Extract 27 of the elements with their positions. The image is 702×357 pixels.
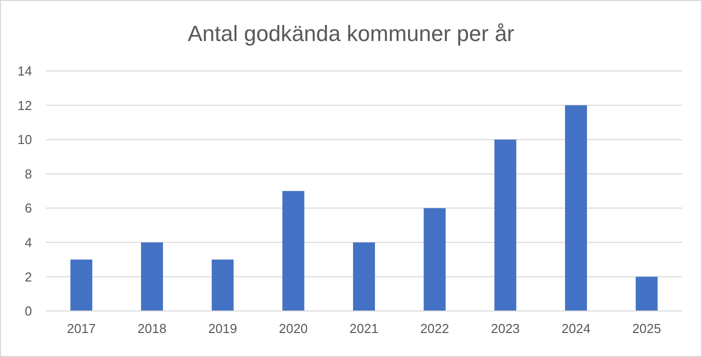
x-tick-label: 2018: [138, 321, 166, 336]
bar: [353, 242, 375, 311]
y-tick-label: 4: [24, 234, 32, 250]
bar: [636, 276, 658, 311]
x-tick-label: 2021: [350, 321, 378, 336]
x-tick-label: 2019: [208, 321, 238, 336]
bar: [494, 140, 516, 311]
x-tick-label: 2025: [632, 321, 662, 336]
y-tick-label: 12: [18, 98, 32, 113]
y-tick-label: 8: [24, 166, 32, 182]
y-tick-label: 14: [18, 64, 32, 79]
bar: [70, 260, 92, 311]
y-tick-label: 10: [18, 132, 32, 148]
bar: [282, 191, 304, 311]
x-tick-label: 2023: [490, 321, 520, 336]
bar: [212, 260, 234, 311]
bar: [141, 242, 163, 311]
x-tick-label: 2020: [278, 321, 308, 336]
x-tick-label: 2017: [66, 321, 96, 336]
bar: [565, 105, 587, 311]
y-tick-label: 6: [24, 200, 32, 216]
bar: [424, 208, 446, 311]
x-tick-label: 2024: [562, 321, 590, 336]
y-tick-label: 2: [24, 269, 32, 284]
y-tick-label: 0: [24, 304, 32, 319]
chart-title: Antal godkända kommuner per år: [188, 21, 514, 46]
x-tick-label: 2022: [420, 321, 450, 336]
